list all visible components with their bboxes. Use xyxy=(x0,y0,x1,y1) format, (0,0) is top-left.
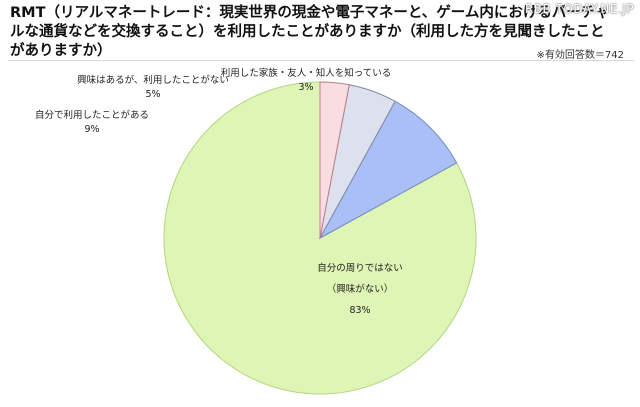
slice-value-label-2: 9% xyxy=(84,124,99,135)
slice-category-label-2: 自分で利用したことがある xyxy=(35,109,149,121)
chart-title: RMT（リアルマネートレード：現実世界の現金や電子マネーと、ゲーム内におけるバー… xyxy=(10,5,610,59)
slice-category-label-4: 利用した家族・友人・知人を知っている xyxy=(221,67,392,79)
slice-category-label-1: （興味がない） xyxy=(327,283,394,295)
slice-value-label-1: 83% xyxy=(349,305,370,316)
title-divider xyxy=(8,60,634,61)
slice-value-label-3: 5% xyxy=(145,89,160,100)
slice-category-label-1: 自分の周りではない xyxy=(317,262,403,274)
pie-slice-2 xyxy=(318,100,458,240)
pie-slice-4 xyxy=(319,81,350,239)
respondent-count-note: ※有効回答数＝742 xyxy=(536,50,624,61)
slice-category-label-3: 興味はあるが、利用したことがない xyxy=(77,74,229,86)
watermark: RBB TODAY.NE.JP xyxy=(524,2,634,16)
slice-value-label-4: 3% xyxy=(298,82,313,93)
